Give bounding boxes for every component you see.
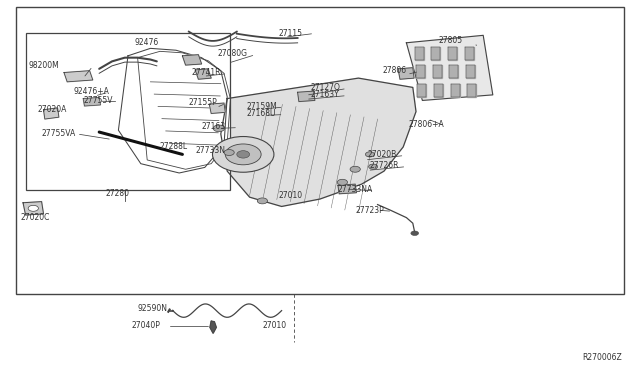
Circle shape — [224, 150, 234, 155]
Text: 27010: 27010 — [278, 191, 303, 200]
Text: 27020B: 27020B — [368, 150, 397, 159]
Circle shape — [213, 125, 225, 132]
Circle shape — [28, 205, 38, 211]
Text: R270006Z: R270006Z — [582, 353, 622, 362]
Polygon shape — [338, 184, 356, 194]
Text: 27127Q: 27127Q — [310, 83, 340, 92]
Polygon shape — [83, 97, 100, 106]
Polygon shape — [465, 46, 474, 60]
Polygon shape — [431, 46, 440, 60]
Polygon shape — [64, 71, 93, 82]
Text: 98200M: 98200M — [28, 61, 59, 70]
Circle shape — [225, 144, 261, 165]
Text: 27155P: 27155P — [189, 98, 218, 107]
Circle shape — [237, 151, 250, 158]
Text: 27280: 27280 — [106, 189, 130, 198]
Text: 27163Y: 27163Y — [310, 90, 339, 99]
Circle shape — [350, 166, 360, 172]
Text: 27163: 27163 — [202, 122, 226, 131]
Text: 92590N: 92590N — [138, 304, 168, 313]
Circle shape — [337, 179, 348, 185]
Text: 27733NA: 27733NA — [338, 185, 373, 194]
Text: 92476: 92476 — [134, 38, 159, 47]
Polygon shape — [466, 65, 475, 78]
Bar — [26, 33, 230, 190]
Circle shape — [212, 137, 274, 172]
Polygon shape — [209, 103, 225, 113]
Polygon shape — [433, 65, 442, 78]
Text: 92476+A: 92476+A — [74, 87, 109, 96]
Text: 27080G: 27080G — [218, 49, 248, 58]
Polygon shape — [44, 108, 59, 119]
Polygon shape — [210, 321, 216, 333]
Text: 27755VA: 27755VA — [42, 129, 76, 138]
Circle shape — [411, 231, 419, 235]
Text: 27806+A: 27806+A — [408, 120, 444, 129]
Polygon shape — [195, 69, 211, 79]
Text: 27733N: 27733N — [195, 146, 225, 155]
Circle shape — [257, 198, 268, 204]
Text: 27115: 27115 — [278, 29, 302, 38]
Polygon shape — [451, 84, 460, 97]
Polygon shape — [23, 202, 44, 215]
Bar — [16, 7, 624, 294]
Circle shape — [369, 164, 378, 169]
Text: 27723P: 27723P — [355, 206, 384, 215]
Text: 27726R: 27726R — [370, 161, 399, 170]
Polygon shape — [434, 84, 443, 97]
Text: 27168U: 27168U — [246, 109, 276, 118]
Polygon shape — [221, 78, 416, 206]
Text: 27805: 27805 — [438, 36, 463, 45]
Text: 27288L: 27288L — [160, 142, 188, 151]
Polygon shape — [182, 55, 202, 65]
Text: 27806: 27806 — [383, 66, 407, 75]
Text: 27040P: 27040P — [131, 321, 160, 330]
Polygon shape — [406, 35, 493, 100]
Text: 27010: 27010 — [262, 321, 287, 330]
Polygon shape — [398, 68, 414, 79]
Text: 27741R: 27741R — [192, 68, 221, 77]
Text: 27755V: 27755V — [83, 96, 113, 105]
Text: 27020A: 27020A — [37, 105, 67, 114]
Circle shape — [365, 152, 374, 157]
Polygon shape — [416, 65, 425, 78]
Text: 27159M: 27159M — [246, 102, 277, 110]
Polygon shape — [417, 84, 426, 97]
Polygon shape — [449, 65, 458, 78]
Polygon shape — [448, 46, 457, 60]
Text: 27020C: 27020C — [20, 213, 50, 222]
Polygon shape — [415, 46, 424, 60]
Polygon shape — [298, 91, 315, 102]
Polygon shape — [467, 84, 476, 97]
